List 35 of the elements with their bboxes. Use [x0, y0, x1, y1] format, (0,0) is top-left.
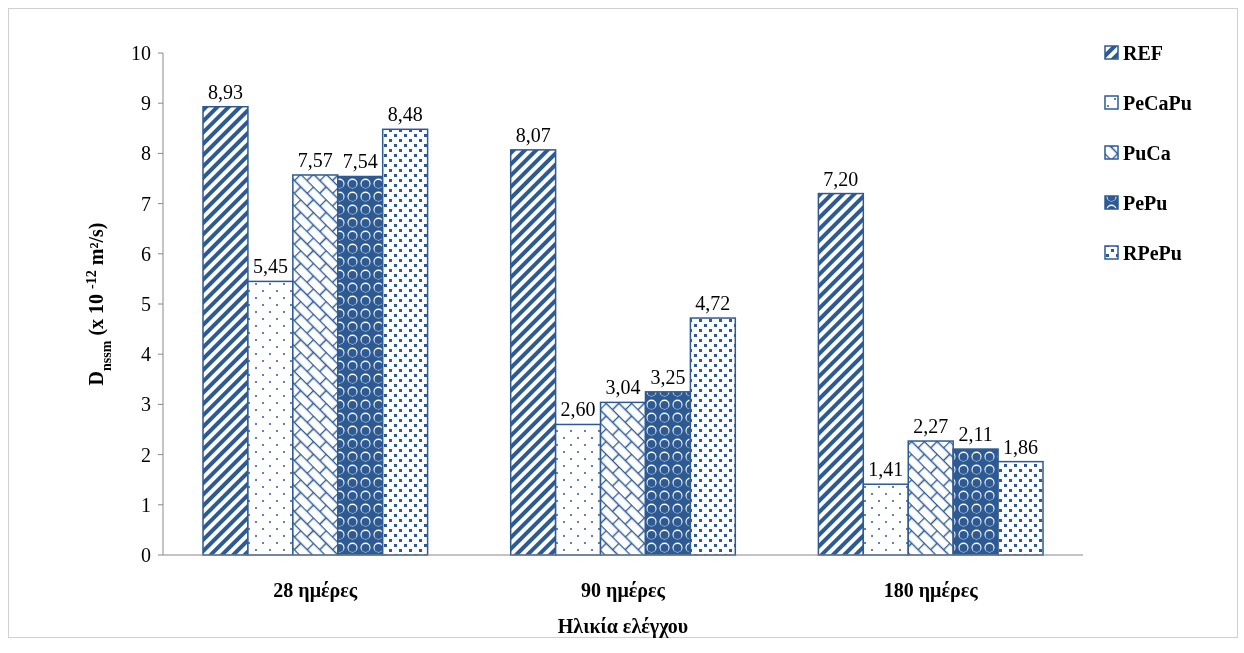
- y-tick-label: 1: [141, 493, 151, 516]
- data-label: 7,57: [297, 148, 333, 171]
- data-label: 3,04: [605, 376, 641, 399]
- y-tick-label: 5: [141, 293, 151, 315]
- y-tick-label: 9: [141, 92, 151, 115]
- data-label: 1,86: [1003, 435, 1039, 458]
- x-tick-label: 90 ημέρες: [581, 579, 666, 602]
- data-label: 5,45: [252, 255, 288, 278]
- y-tick-label: 8: [141, 142, 151, 165]
- legend-label: PuCa: [1123, 142, 1171, 164]
- data-label: 8,07: [515, 123, 551, 146]
- data-label: 4,72: [695, 292, 731, 315]
- data-label: 8,48: [387, 103, 423, 126]
- x-axis-title: Ηλικία ελέγχου: [557, 615, 689, 638]
- x-tick-label: 28 ημέρες: [273, 579, 358, 602]
- y-tick-label: 6: [141, 242, 151, 265]
- y-tick-label: 7: [141, 192, 151, 215]
- x-tick-label: 180 ημέρες: [883, 579, 979, 602]
- legend-label: RPePu: [1123, 242, 1182, 264]
- y-tick-label: 2: [141, 443, 151, 466]
- legend-label: PePu: [1123, 192, 1168, 214]
- data-label: 7,20: [823, 167, 859, 190]
- y-tick-label: 0: [141, 544, 151, 566]
- y-tick-label: 10: [131, 42, 151, 64]
- y-tick-label: 3: [141, 393, 151, 416]
- data-label: 2,60: [560, 398, 596, 421]
- data-label: 8,93: [207, 80, 243, 103]
- legend-label: REF: [1123, 42, 1163, 64]
- data-label: 3,25: [650, 365, 686, 388]
- data-label: 7,54: [342, 150, 378, 173]
- data-label: 2,11: [958, 423, 993, 446]
- data-label: 1,41: [868, 458, 904, 481]
- y-tick-label: 4: [141, 343, 151, 366]
- data-label: 2,27: [913, 415, 949, 438]
- legend-label: PeCaPu: [1123, 92, 1192, 114]
